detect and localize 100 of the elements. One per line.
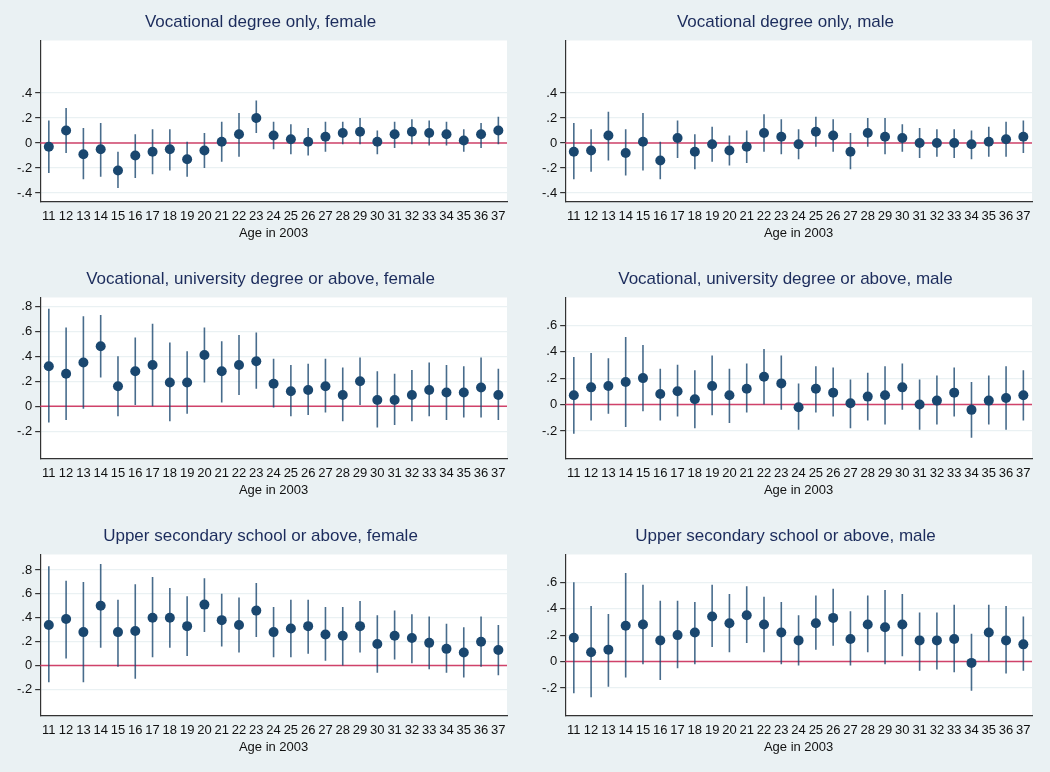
x-tick-label: 14 [93, 465, 108, 481]
point [112, 165, 123, 176]
x-tick-label: 12 [583, 722, 599, 738]
x-tick-label: 19 [179, 722, 195, 738]
point [268, 627, 279, 638]
y-tick-label: 0 [24, 134, 33, 150]
x-tick-label: 17 [670, 208, 685, 224]
point [320, 131, 331, 142]
x-tick-label: 32 [404, 465, 420, 481]
point [603, 644, 614, 655]
x-tick-label: 31 [387, 722, 402, 738]
point [655, 388, 666, 399]
point [355, 621, 366, 632]
x-tick-label: 35 [981, 465, 997, 481]
x-tick-label: 28 [860, 722, 875, 738]
chart-title: Vocational, university degree or above, male [618, 268, 953, 288]
point [914, 399, 925, 410]
x-tick-label: 12 [583, 208, 599, 224]
x-tick-label: 30 [895, 722, 910, 738]
x-tick-label: 31 [912, 208, 927, 224]
x-tick-label: 26 [825, 208, 841, 224]
point [672, 630, 683, 641]
point [268, 378, 279, 389]
x-tick-label: 27 [843, 722, 858, 738]
point [61, 125, 72, 136]
point [620, 620, 631, 631]
x-tick-label: 19 [179, 208, 195, 224]
y-tick-label: -.2 [17, 422, 33, 438]
x-tick-label: 34 [964, 465, 979, 481]
x-tick-label: 26 [300, 465, 316, 481]
point [1001, 635, 1012, 646]
y-tick-label: .4 [546, 84, 558, 100]
point [724, 390, 735, 401]
x-tick-label: 18 [687, 722, 703, 738]
point [689, 394, 700, 405]
point [112, 381, 123, 392]
x-tick-label: 25 [283, 208, 299, 224]
x-tick-label: 18 [687, 465, 703, 481]
x-tick-label: 20 [722, 722, 737, 738]
point [372, 639, 383, 650]
x-tick-label: 24 [266, 208, 281, 224]
x-tick-label: 26 [825, 722, 841, 738]
point [164, 612, 175, 623]
x-tick-label: 34 [964, 208, 979, 224]
x-tick-label: 16 [653, 722, 668, 738]
point [95, 600, 106, 611]
point [862, 127, 873, 138]
x-tick-label: 30 [370, 722, 385, 738]
point [1018, 131, 1029, 142]
point [655, 635, 666, 646]
point [672, 132, 683, 143]
x-tick-label: 37 [491, 465, 506, 481]
x-tick-label: 16 [128, 465, 143, 481]
x-tick-label: 24 [266, 465, 281, 481]
point [793, 139, 804, 150]
point [793, 402, 804, 413]
x-tick-label: 21 [214, 208, 229, 224]
x-tick-label: 34 [964, 722, 979, 738]
point [164, 144, 175, 155]
x-tick-label: 13 [601, 465, 616, 481]
x-tick-label: 36 [998, 465, 1014, 481]
point [1018, 390, 1029, 401]
point [897, 382, 908, 393]
x-tick-label: 13 [601, 722, 616, 738]
x-axis-title: Age in 2003 [238, 738, 309, 754]
x-tick-label: 27 [318, 208, 333, 224]
point [776, 627, 787, 638]
x-tick-label: 14 [618, 208, 633, 224]
x-axis-title: Age in 2003 [763, 738, 834, 754]
chart-title: Vocational degree only, female [144, 11, 377, 31]
x-tick-label: 12 [58, 465, 74, 481]
point [707, 611, 718, 622]
point [424, 384, 435, 395]
point [914, 138, 925, 148]
point [707, 139, 718, 150]
x-tick-label: 26 [825, 465, 841, 481]
x-tick-label: 21 [214, 722, 229, 738]
point [493, 389, 504, 400]
x-tick-label: 33 [946, 465, 962, 481]
point [1001, 134, 1012, 145]
point [268, 130, 279, 141]
x-tick-label: 11 [567, 465, 581, 481]
point [620, 148, 631, 159]
y-tick-label: .6 [21, 322, 33, 338]
y-tick-label: .2 [21, 109, 33, 125]
x-tick-label: 24 [791, 722, 806, 738]
point [568, 146, 579, 157]
x-tick-label: 11 [42, 465, 56, 481]
x-tick-label: 11 [42, 722, 56, 738]
point [441, 387, 452, 398]
point [61, 368, 72, 379]
x-tick-label: 35 [456, 722, 472, 738]
point [406, 389, 417, 400]
x-tick-label: 29 [877, 465, 893, 481]
x-tick-label: 19 [179, 465, 195, 481]
x-tick-label: 21 [739, 208, 754, 224]
x-tick-label: 30 [895, 208, 910, 224]
x-tick-label: 17 [145, 208, 160, 224]
x-tick-label: 35 [456, 208, 472, 224]
point [355, 376, 366, 387]
